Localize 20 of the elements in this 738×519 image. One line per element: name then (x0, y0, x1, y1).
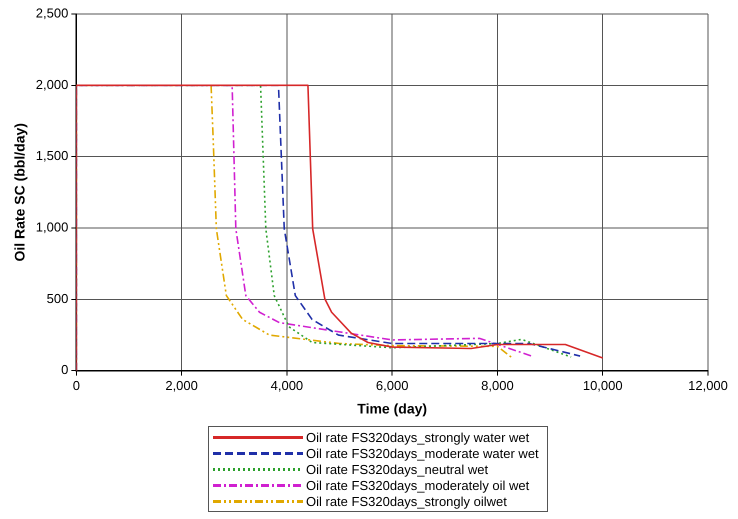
x-tick-label: 2,000 (165, 378, 198, 393)
x-tick-label: 0 (72, 378, 80, 393)
x-axis-title: Time (day) (357, 400, 428, 416)
y-tick-label: 1,500 (36, 148, 68, 164)
x-tick-label: 6,000 (376, 378, 408, 393)
y-tick-label: 2,000 (36, 76, 68, 92)
legend-label: Oil rate FS320days_moderately oil wet (306, 478, 530, 492)
x-tick-label: 10,000 (582, 378, 623, 393)
y-tick-label: 1,000 (36, 220, 68, 235)
y-tick-label: 2,500 (36, 6, 68, 21)
x-tick-label: 12,000 (688, 378, 728, 393)
legend-label: Oil rate FS320days_strongly water wet (306, 430, 530, 444)
x-tick-label: 4,000 (270, 378, 304, 393)
y-tick-label: 0 (61, 362, 68, 378)
legend-label: Oil rate FS320days_strongly oilwet (306, 494, 507, 508)
x-tick-label: 8,000 (481, 378, 514, 393)
legend-label: Oil rate FS320days_moderate water wet (306, 446, 539, 460)
y-axis-title: Oil Rate SC (bbl/day) (11, 123, 28, 262)
legend-label: Oil rate FS320days_neutral wet (306, 462, 488, 476)
y-tick-label: 500 (46, 290, 68, 306)
